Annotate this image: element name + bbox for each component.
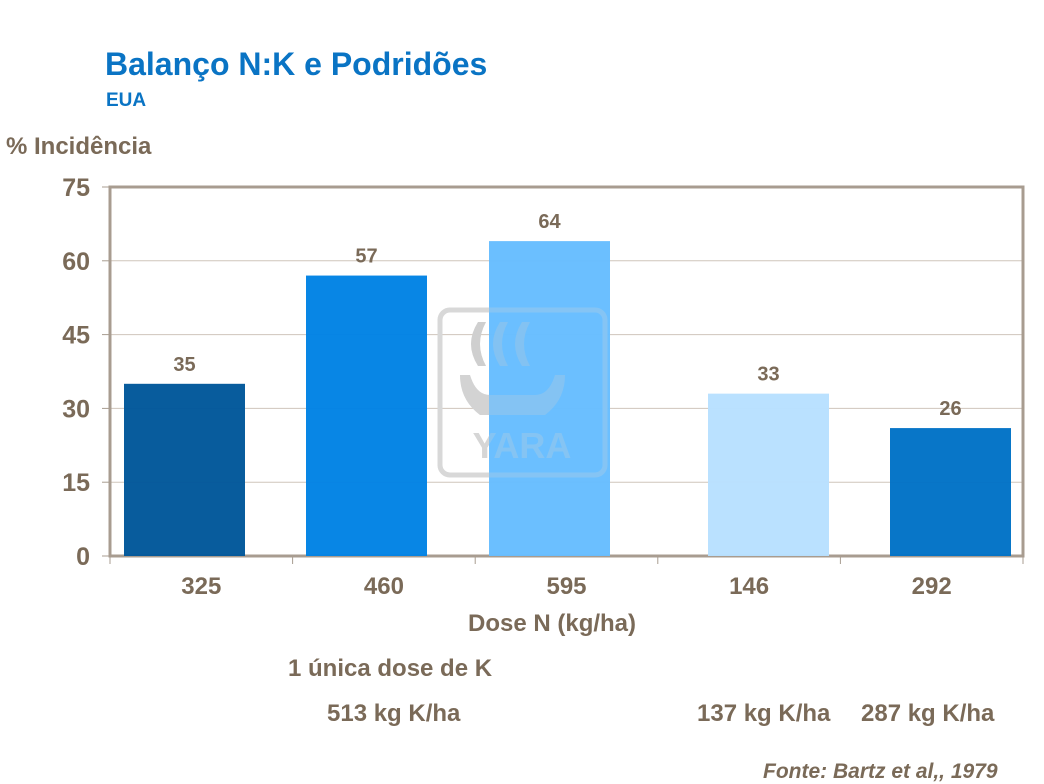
bar-595 bbox=[489, 241, 610, 556]
y-tick-label: 15 bbox=[62, 469, 90, 497]
y-axis-label: % Incidência bbox=[6, 133, 152, 160]
y-tick-label: 30 bbox=[62, 395, 90, 423]
x-tick-label: 146 bbox=[729, 573, 769, 600]
x-tick-label: 595 bbox=[546, 573, 586, 600]
annotation-k-287: 287 kg K/ha bbox=[861, 700, 995, 727]
data-label: 57 bbox=[355, 246, 377, 268]
annotation-k-513: 513 kg K/ha bbox=[327, 700, 461, 727]
svg-text:YARA: YARA bbox=[473, 425, 572, 466]
bar-460 bbox=[306, 275, 427, 556]
y-tick-label: 0 bbox=[76, 543, 90, 571]
chart-subtitle: EUA bbox=[106, 90, 147, 111]
y-tick-label: 45 bbox=[62, 322, 90, 350]
source-note: Fonte: Bartz et al,, 1979 bbox=[763, 760, 998, 783]
data-label: 33 bbox=[757, 364, 779, 386]
x-tick-label: 292 bbox=[912, 573, 952, 600]
annotation-single-k-dose: 1 única dose de K bbox=[288, 655, 493, 682]
yara-logo-watermark: YARA bbox=[437, 307, 608, 478]
bar-325 bbox=[124, 383, 245, 556]
bar-146 bbox=[708, 393, 829, 556]
y-tick-label: 75 bbox=[62, 174, 90, 202]
y-tick-label: 60 bbox=[62, 248, 90, 276]
data-label: 64 bbox=[538, 211, 561, 233]
x-tick-label: 460 bbox=[364, 573, 404, 600]
bar-292 bbox=[890, 428, 1011, 556]
data-label: 35 bbox=[173, 354, 195, 376]
x-axis-label: Dose N (kg/ha) bbox=[468, 610, 637, 637]
x-tick-label: 325 bbox=[181, 573, 221, 600]
chart-title: Balanço N:K e Podridões bbox=[105, 46, 488, 82]
annotation-k-137: 137 kg K/ha bbox=[697, 700, 831, 727]
data-label: 26 bbox=[939, 398, 961, 420]
